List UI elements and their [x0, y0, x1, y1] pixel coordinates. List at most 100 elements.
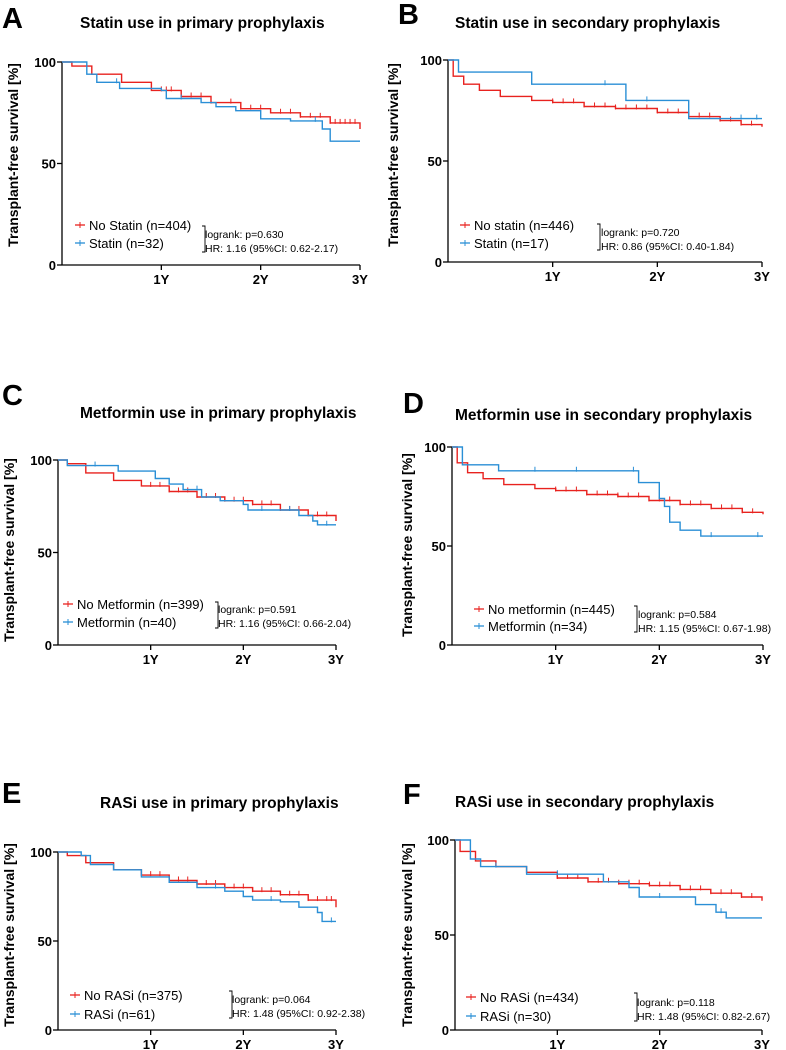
panel-d: D Metformin use in secondary prophylaxis T… [399, 388, 771, 667]
y-tick-label: 0 [435, 255, 442, 270]
legend-entry: RASi (n=30) [480, 1009, 551, 1024]
legend-entry: Statin (n=17) [474, 236, 549, 251]
legend-entry: RASi (n=61) [84, 1007, 155, 1022]
y-tick-label: 100 [427, 833, 449, 848]
x-tick-label: 2Y [235, 652, 251, 667]
x-tick-label: 2Y [235, 1037, 251, 1050]
x-tick-label: 1Y [548, 652, 564, 667]
y-tick-label: 50 [435, 928, 449, 943]
y-tick-label: 0 [45, 638, 52, 653]
x-tick-label: 1Y [143, 1037, 159, 1050]
y-tick-label: 100 [30, 453, 52, 468]
hazard-ratio-stat: HR: 1.16 (95%CI: 0.66-2.04) [218, 618, 351, 630]
survival-curve-drug [58, 459, 336, 526]
y-axis-label: Transplant-free survival [%] [399, 453, 415, 637]
chart-title: Statin use in secondary prophylaxis [455, 15, 720, 32]
x-tick-label: 2Y [253, 272, 269, 287]
panel-letter: D [403, 388, 424, 420]
y-tick-label: 100 [420, 53, 442, 68]
chart-title: Metformin use in primary prophylaxis [80, 405, 356, 422]
y-tick-label: 50 [38, 546, 52, 561]
chart-title: RASi use in primary prophylaxis [100, 795, 339, 812]
x-tick-label: 1Y [545, 269, 561, 284]
y-tick-label: 100 [34, 55, 56, 70]
panel-f: F RASi use in secondary prophylaxis Transp… [399, 779, 770, 1050]
legend-entry: No statin (n=446) [474, 218, 574, 233]
logrank-stat: logrank: p=0.584 [638, 609, 717, 621]
y-tick-label: 0 [49, 258, 56, 273]
logrank-stat: logrank: p=0.720 [601, 227, 680, 239]
survival-curve-drug [455, 839, 762, 919]
x-tick-label: 2Y [652, 1037, 668, 1050]
x-tick-label: 1Y [153, 272, 169, 287]
survival-curve-drug [58, 851, 336, 923]
chart-title: RASi use in secondary prophylaxis [455, 794, 714, 811]
legend-entry: No Statin (n=404) [89, 218, 191, 233]
x-tick-label: 3Y [328, 1037, 344, 1050]
legend-entry: No Metformin (n=399) [77, 597, 204, 612]
y-tick-label: 50 [42, 157, 56, 172]
logrank-stat: logrank: p=0.630 [205, 229, 284, 241]
x-tick-label: 3Y [328, 652, 344, 667]
legend-entry: No metformin (n=445) [488, 602, 615, 617]
stats-bracket [215, 601, 219, 629]
stats-bracket [634, 605, 638, 633]
chart-title: Statin use in primary prophylaxis [80, 15, 325, 32]
y-axis-label: Transplant-free survival [%] [399, 843, 415, 1027]
y-axis-label: Transplant-free survival [%] [1, 843, 17, 1027]
survival-curve-drug [448, 59, 762, 120]
panel-e: E RASi use in primary prophylaxis Transpla… [1, 778, 365, 1050]
survival-curve-no-drug [448, 59, 763, 127]
y-tick-label: 100 [30, 845, 52, 860]
y-tick-label: 50 [38, 934, 52, 949]
panel-letter: F [403, 779, 421, 811]
stats-bracket [202, 225, 206, 253]
legend-entry: No RASi (n=375) [84, 988, 183, 1003]
y-axis-label: Transplant-free survival [%] [385, 63, 401, 247]
survival-curve-drug [62, 61, 360, 142]
logrank-stat: logrank: p=0.064 [232, 994, 311, 1006]
legend-entry: Statin (n=32) [89, 236, 164, 251]
stats-bracket [634, 992, 638, 1022]
survival-curve-no-drug [455, 839, 763, 901]
hazard-ratio-stat: HR: 1.48 (95%CI: 0.92-2.38) [232, 1008, 365, 1020]
y-axis-label: Transplant-free survival [%] [1, 458, 17, 642]
x-tick-label: 1Y [143, 652, 159, 667]
hazard-ratio-stat: HR: 1.15 (95%CI: 0.67-1.98) [638, 623, 771, 635]
y-tick-label: 100 [424, 440, 446, 455]
x-tick-label: 3Y [755, 652, 771, 667]
y-axis-label: Transplant-free survival [%] [5, 63, 21, 247]
y-tick-label: 0 [439, 638, 446, 653]
hazard-ratio-stat: HR: 1.16 (95%CI: 0.62-2.17) [205, 243, 338, 255]
panel-letter: A [2, 3, 23, 35]
legend-entry: No RASi (n=434) [480, 990, 579, 1005]
y-tick-label: 0 [45, 1023, 52, 1038]
stats-bracket [597, 223, 601, 251]
x-tick-label: 1Y [549, 1037, 565, 1050]
stats-bracket [229, 990, 233, 1019]
survival-curve-drug [452, 446, 763, 537]
x-tick-label: 2Y [651, 652, 667, 667]
panel-b: B Statin use in secondary prophylaxis Tran… [385, 0, 770, 284]
legend-entry: Metformin (n=40) [77, 615, 176, 630]
x-tick-label: 3Y [754, 269, 770, 284]
panel-letter: C [2, 380, 23, 412]
hazard-ratio-stat: HR: 0.86 (95%CI: 0.40-1.84) [601, 241, 734, 253]
panel-c: C Metformin use in primary prophylaxis Tra… [1, 380, 356, 667]
panel-a: A Statin use in primary prophylaxis Transp… [2, 3, 368, 287]
x-tick-label: 2Y [649, 269, 665, 284]
y-tick-label: 50 [432, 539, 446, 554]
panel-letter: E [2, 778, 21, 810]
logrank-stat: logrank: p=0.591 [218, 604, 297, 616]
x-tick-label: 3Y [754, 1037, 770, 1050]
survival-curve-no-drug [58, 851, 337, 908]
y-tick-label: 50 [428, 154, 442, 169]
legend-entry: Metformin (n=34) [488, 619, 587, 634]
survival-curve-no-drug [452, 446, 764, 515]
y-tick-label: 0 [442, 1023, 449, 1038]
panel-letter: B [398, 0, 419, 31]
x-tick-label: 3Y [352, 272, 368, 287]
logrank-stat: logrank: p=0.118 [637, 997, 715, 1009]
chart-title: Metformin use in secondary prophylaxis [455, 407, 752, 424]
